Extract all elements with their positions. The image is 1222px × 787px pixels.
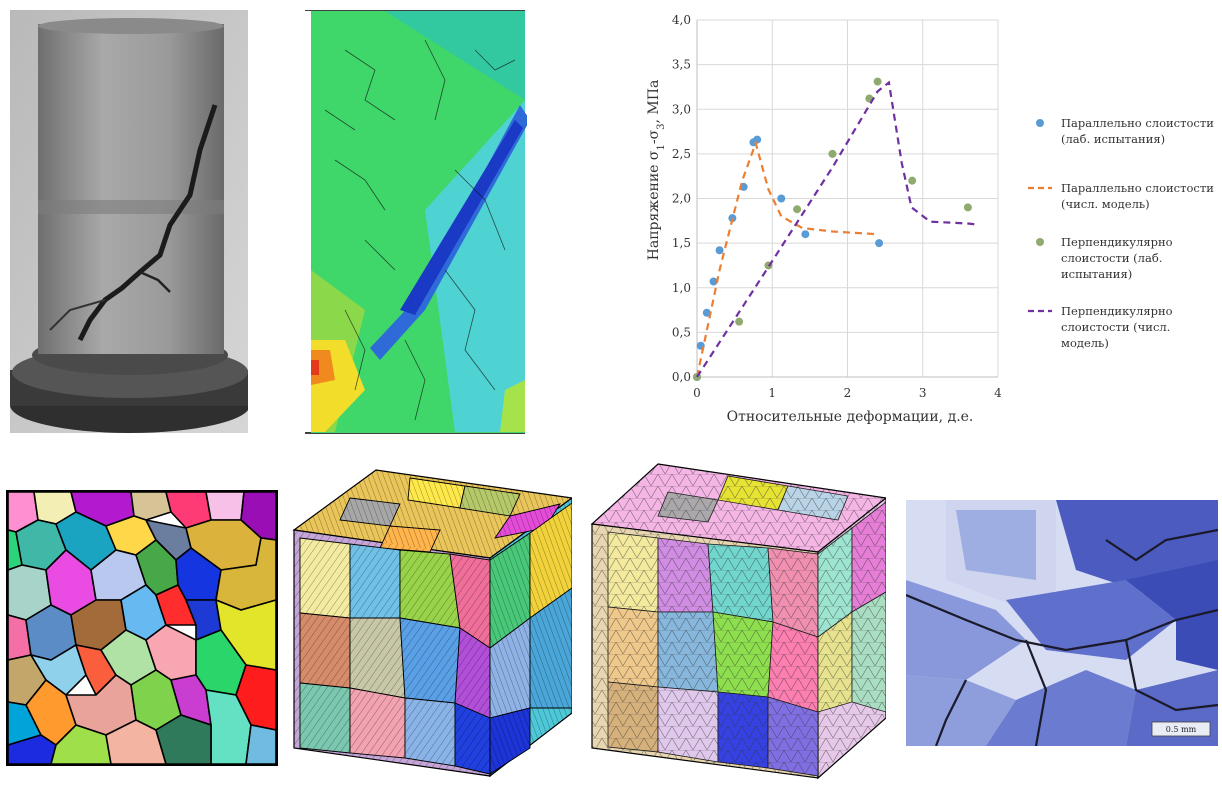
data-point-series-2	[908, 176, 917, 185]
legend-swatch	[1036, 238, 1044, 246]
y-tick-label: 1,0	[672, 281, 691, 295]
data-point-series-0	[715, 246, 724, 255]
y-tick-label: 4,0	[672, 13, 691, 27]
y-tick-label: 3,0	[672, 102, 691, 116]
scale-bar-label: 0.5 mm	[1166, 725, 1197, 734]
data-point-series-0	[801, 230, 810, 239]
y-tick-label: 1,5	[672, 236, 691, 250]
legend-entry-label: Перпендикулярно слоистости (числ. модель)	[1061, 304, 1173, 350]
scale-bar-box	[1151, 721, 1211, 737]
data-point-series-2	[873, 77, 882, 86]
chart-legend: Параллельно слоистости (лаб. испытания) Па…	[1028, 116, 1214, 350]
chart-series	[693, 77, 976, 381]
x-tick-label: 4	[994, 386, 1002, 400]
grain-cube-hatched	[290, 468, 572, 778]
data-point-series-2	[793, 205, 802, 214]
grain-cube-mesh-graphic	[590, 463, 886, 780]
specimen-photo	[10, 10, 248, 433]
data-point-series-0	[777, 194, 786, 203]
chart-canvas: 0 1 2 3 4 0,0 0,5 1,0 1,5 2,0 2,5 3,0 3,5 4,0 Относит…	[646, 13, 1214, 425]
micrograph: 0.5 mm	[906, 500, 1218, 746]
data-point-series-0	[709, 277, 718, 286]
stress-strain-chart: 0 1 2 3 4 0,0 0,5 1,0 1,5 2,0 2,5 3,0 3,5 4,0 Относит…	[640, 0, 1222, 440]
specimen-photo-graphic	[10, 10, 248, 433]
y-tick-label: 2,5	[672, 147, 691, 161]
y-tick-label: 2,0	[672, 192, 691, 206]
legend-entry-label: Параллельно слоистости (числ. модель)	[1061, 181, 1214, 211]
x-tick-label: 1	[768, 386, 776, 400]
data-point-series-2	[735, 317, 744, 326]
voronoi-2d-grains	[6, 490, 278, 766]
y-tick-label: 0,0	[672, 370, 691, 384]
legend-swatch	[1036, 119, 1044, 127]
data-point-series-0	[753, 135, 762, 144]
data-point-series-2	[963, 203, 972, 212]
data-point-series-0	[875, 239, 884, 248]
y-tick-label: 0,5	[672, 325, 691, 339]
x-tick-label: 2	[844, 386, 852, 400]
x-axis-label: Относительные деформации, д.е.	[727, 409, 974, 425]
x-tick-label: 3	[919, 386, 927, 400]
y-tick-label: 3,5	[672, 58, 691, 72]
legend-entry-label: Перпендикулярно слоистости (лаб. испытания…	[1061, 235, 1173, 281]
fem-stress-field	[305, 10, 527, 435]
x-tick-label: 0	[693, 386, 701, 400]
voronoi-graphic	[6, 490, 278, 766]
legend-entry-label: Параллельно слоистости (лаб. испытания)	[1061, 116, 1214, 146]
grain-cube-mesh	[588, 462, 886, 780]
data-point-series-2	[828, 149, 837, 158]
y-axis-label: Напряжение σ1-σ3, МПа	[646, 80, 667, 261]
chart-axes: 0 1 2 3 4 0,0 0,5 1,0 1,5 2,0 2,5 3,0 3,5 4,0	[672, 13, 1002, 400]
grain-cube-hatched-graphic	[292, 469, 572, 778]
data-point-series-0	[702, 308, 711, 317]
fem-stress-graphic	[305, 10, 527, 434]
micrograph-graphic: 0.5 mm	[906, 500, 1218, 746]
series-line-1	[695, 139, 878, 378]
series-line-3	[696, 80, 976, 378]
